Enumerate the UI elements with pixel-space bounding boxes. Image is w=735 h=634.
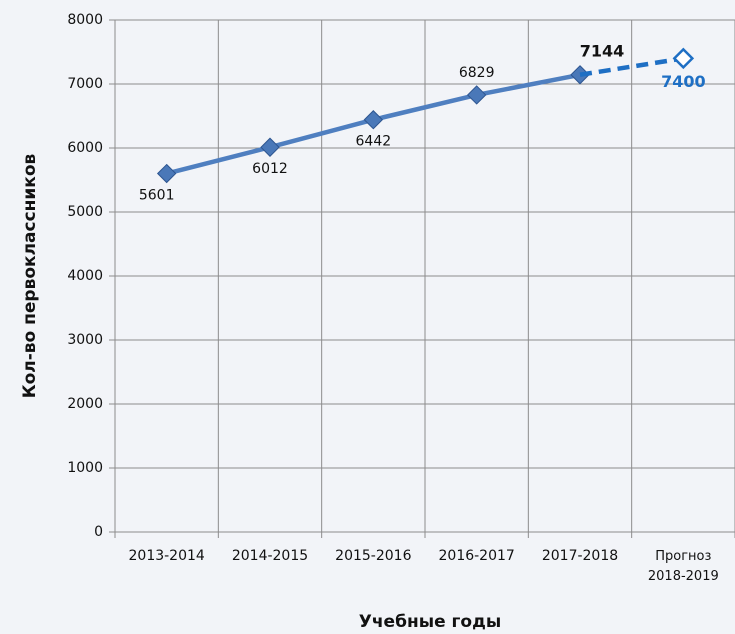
x-tick-label: 2015-2016 — [335, 548, 411, 564]
y-tick-label: 4000 — [67, 268, 103, 284]
y-tick-label: 7000 — [67, 76, 103, 92]
y-tick-label: 8000 — [67, 12, 103, 28]
x-tick-label: Прогноз 2018-2019 — [648, 549, 719, 584]
x-tick-label: 2016-2017 — [439, 548, 515, 564]
x-tick-label: 2013-2014 — [129, 548, 205, 564]
data-label: 6829 — [459, 65, 495, 81]
point-marker — [156, 163, 177, 184]
x-tick-label: 2017-2018 — [542, 548, 618, 564]
data-label: 6442 — [356, 134, 392, 150]
data-label: 7144 — [580, 41, 625, 60]
data-label: 6012 — [252, 161, 288, 177]
x-tick-label: 2014-2015 — [232, 548, 308, 564]
point-marker — [363, 110, 384, 130]
x-axis-title: Учебные годы — [359, 612, 501, 632]
series-line — [579, 56, 684, 78]
y-axis-title: Кол-во первоклассников — [20, 153, 40, 398]
point-marker — [672, 47, 695, 70]
y-tick-label: 1000 — [67, 460, 103, 476]
y-tick-label: 5000 — [67, 204, 103, 220]
y-tick-label: 2000 — [67, 396, 103, 412]
point-marker — [466, 85, 487, 105]
data-label: 5601 — [139, 188, 175, 204]
y-tick-label: 6000 — [67, 140, 103, 156]
y-tick-label: 3000 — [67, 332, 103, 348]
y-tick-label: 0 — [94, 524, 103, 540]
point-marker — [260, 137, 280, 157]
data-label: 7400 — [661, 72, 706, 91]
